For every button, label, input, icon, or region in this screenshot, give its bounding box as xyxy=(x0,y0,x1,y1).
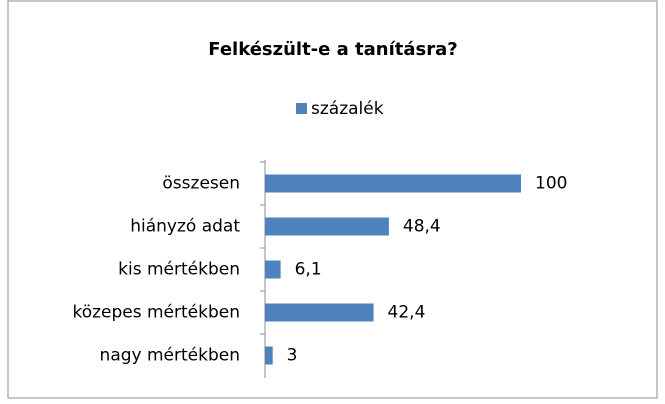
y-tick-label: nagy mértékben xyxy=(100,346,240,366)
chart-title: Felkészült-e a tanításra? xyxy=(208,39,457,60)
bar xyxy=(265,346,273,365)
chart-frame xyxy=(7,0,658,399)
y-tick-label: összesen xyxy=(162,174,240,194)
y-tick-label: közepes mértékben xyxy=(72,303,240,323)
legend-swatch xyxy=(296,103,307,114)
value-label: 42,4 xyxy=(388,303,426,323)
y-tick-label: hiányzó adat xyxy=(130,217,240,237)
value-label: 3 xyxy=(287,346,298,366)
bar xyxy=(265,260,281,279)
value-label: 48,4 xyxy=(403,217,441,237)
bar xyxy=(265,217,389,236)
bar xyxy=(265,174,521,193)
y-tick-label: kis mértékben xyxy=(118,260,240,280)
legend-label: százalék xyxy=(311,99,384,119)
value-label: 100 xyxy=(535,174,567,194)
value-label: 6,1 xyxy=(295,260,322,280)
bar xyxy=(265,303,374,322)
